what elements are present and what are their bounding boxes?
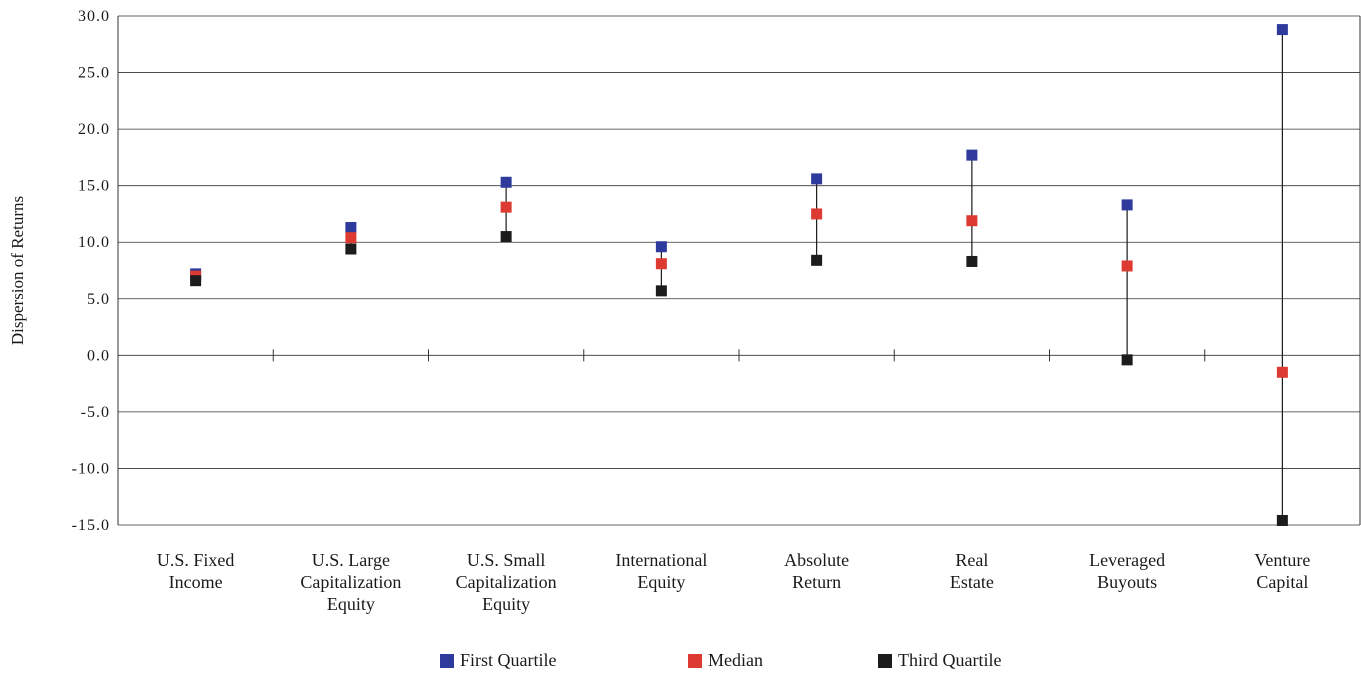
marker-first-quartile: [655, 241, 667, 253]
y-tick-label: 15.0: [78, 178, 110, 195]
category-label: Leveraged: [1089, 550, 1165, 570]
y-tick-label: -10.0: [72, 460, 110, 477]
category-label: U.S. Small: [467, 550, 546, 570]
y-tick-label: 10.0: [78, 234, 110, 251]
y-tick-label: -15.0: [72, 517, 110, 534]
marker-first-quartile: [811, 173, 823, 185]
marker-median: [345, 232, 357, 244]
y-tick-label: 30.0: [78, 8, 110, 25]
marker-median: [966, 215, 978, 227]
category-label: U.S. Large: [312, 550, 390, 570]
marker-median: [500, 201, 512, 213]
legend-item-median: Median: [688, 650, 763, 671]
axes: [117, 16, 1361, 525]
marker-third-quartile: [345, 243, 357, 255]
y-tick-label: 0.0: [87, 347, 110, 364]
legend: First Quartile Median Third Quartile: [0, 650, 1361, 674]
y-tick-label: 5.0: [87, 291, 110, 308]
category-label: Estate: [950, 572, 994, 592]
category-label: U.S. Fixed: [157, 550, 235, 570]
range-lines: [195, 29, 1283, 521]
marker-third-quartile: [190, 275, 202, 287]
legend-label-first-quartile: First Quartile: [460, 650, 557, 670]
category-label: Venture: [1254, 550, 1310, 570]
marker-third-quartile: [1276, 514, 1288, 526]
category-label: Equity: [327, 594, 375, 614]
marker-median: [655, 258, 667, 270]
category-label: Capitalization: [456, 572, 557, 592]
category-label: Buyouts: [1097, 572, 1157, 592]
legend-swatch-first-quartile: [440, 653, 454, 668]
category-label: Equity: [637, 572, 685, 592]
y-tick-label: -5.0: [81, 404, 110, 421]
legend-item-first-quartile: First Quartile: [440, 650, 557, 671]
category-label: Income: [169, 572, 223, 592]
axis-labels: 30.0 25.0 20.0 15.0 10.0 5.0 0.0 -5.0 -10.0 -15.0…: [8, 8, 1310, 614]
category-label: Capital: [1256, 572, 1308, 592]
marker-third-quartile: [500, 231, 512, 243]
category-label: Equity: [482, 594, 530, 614]
marker-first-quartile: [1276, 24, 1288, 36]
marker-third-quartile: [966, 255, 978, 267]
marker-third-quartile: [655, 285, 667, 297]
category-label: Real: [955, 550, 988, 570]
legend-swatch-third-quartile: [878, 653, 892, 668]
category-label: Absolute: [784, 550, 849, 570]
category-label: Return: [792, 572, 841, 592]
category-label: International: [615, 550, 707, 570]
marker-third-quartile: [811, 254, 823, 266]
y-tick-label: 20.0: [78, 121, 110, 138]
marker-first-quartile: [345, 222, 357, 234]
y-axis-title: Dispersion of Returns: [8, 196, 27, 345]
legend-label-third-quartile: Third Quartile: [898, 650, 1002, 670]
legend-label-median: Median: [708, 650, 763, 670]
marker-median: [1121, 260, 1133, 272]
y-tick-label: 25.0: [78, 65, 110, 82]
marker-first-quartile: [966, 149, 978, 161]
marker-median: [1276, 366, 1288, 378]
marker-third-quartile: [1121, 354, 1133, 366]
marker-first-quartile: [1121, 199, 1133, 211]
marker-first-quartile: [500, 176, 512, 188]
grid-lines: [118, 15, 1360, 526]
legend-item-third-quartile: Third Quartile: [878, 650, 1001, 671]
legend-swatch-median: [688, 653, 702, 668]
marker-median: [811, 208, 823, 220]
category-label: Capitalization: [300, 572, 401, 592]
data-points: [190, 24, 1288, 526]
